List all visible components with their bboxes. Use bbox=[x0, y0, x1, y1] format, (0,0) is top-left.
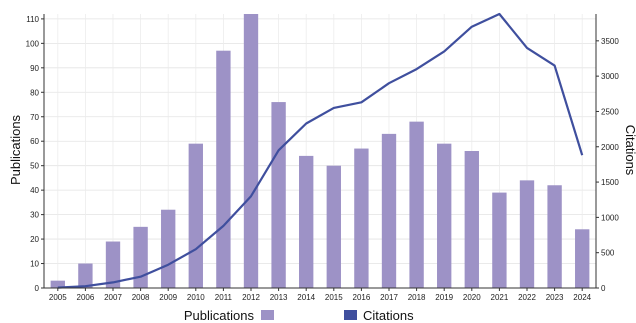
x-tick-label-2013: 2013 bbox=[270, 293, 288, 302]
legend-swatch-citations bbox=[344, 310, 357, 320]
bar-2021 bbox=[492, 192, 507, 288]
bar-2012 bbox=[243, 14, 259, 288]
bar-2015 bbox=[326, 165, 341, 288]
legend-label-citations: Citations bbox=[363, 308, 414, 323]
legend-swatch-publications bbox=[261, 310, 274, 320]
x-tick-label-2010: 2010 bbox=[187, 293, 205, 302]
y2-tick-label-3000: 3000 bbox=[601, 72, 619, 81]
bar-2014 bbox=[299, 155, 314, 288]
y-tick-label-50: 50 bbox=[30, 162, 39, 171]
y2-tick-label-1500: 1500 bbox=[601, 178, 619, 187]
y-tick-label-0: 0 bbox=[35, 284, 40, 293]
y-tick-label-90: 90 bbox=[30, 64, 39, 73]
y2-tick-label-2000: 2000 bbox=[601, 143, 619, 152]
y2-tick-label-1000: 1000 bbox=[601, 213, 619, 222]
bar-2007 bbox=[105, 241, 121, 288]
bar-2024 bbox=[575, 229, 590, 288]
y-axis-title: Publications bbox=[8, 114, 23, 185]
y2-tick-label-2500: 2500 bbox=[601, 107, 619, 116]
y-tick-label-100: 100 bbox=[26, 39, 40, 48]
x-tick-label-2009: 2009 bbox=[159, 293, 177, 302]
bar-2019 bbox=[437, 143, 452, 288]
gridlines bbox=[44, 14, 596, 289]
x-tick-label-2015: 2015 bbox=[325, 293, 343, 302]
x-tick-label-2024: 2024 bbox=[573, 293, 591, 302]
x-tick-label-2005: 2005 bbox=[49, 293, 67, 302]
x-tick-label-2014: 2014 bbox=[297, 293, 315, 302]
bar-2009 bbox=[161, 209, 176, 288]
bar-2017 bbox=[381, 133, 397, 288]
y2-tick-label-500: 500 bbox=[601, 249, 615, 258]
y-tick-label-70: 70 bbox=[30, 113, 39, 122]
bar-2018 bbox=[409, 121, 424, 289]
bar-2008 bbox=[133, 226, 148, 288]
bar-2016 bbox=[354, 148, 369, 288]
y-tick-label-60: 60 bbox=[30, 137, 39, 146]
bar-2013 bbox=[271, 102, 286, 288]
x-tick-label-2022: 2022 bbox=[518, 293, 536, 302]
x-tick-label-2011: 2011 bbox=[215, 293, 233, 302]
y-tick-label-20: 20 bbox=[30, 235, 39, 244]
y-tick-label-30: 30 bbox=[30, 211, 39, 220]
bar-2023 bbox=[547, 185, 562, 288]
legend-label-publications: Publications bbox=[184, 308, 255, 323]
publications-bars bbox=[50, 14, 590, 289]
citations-line-group bbox=[57, 12, 584, 289]
x-tick-labels: 2005 2006 2007 2008 2009 2010 2011 2012 2013 2014… bbox=[49, 293, 592, 302]
bar-2006 bbox=[78, 263, 93, 288]
x-tick-label-2016: 2016 bbox=[353, 293, 371, 302]
x-tick-label-2021: 2021 bbox=[491, 293, 509, 302]
y2-tick-label-3500: 3500 bbox=[601, 37, 619, 46]
y-tick-label-40: 40 bbox=[30, 186, 39, 195]
y2-axis-title: Citations bbox=[623, 125, 636, 176]
bar-2022 bbox=[519, 180, 535, 288]
axes bbox=[41, 14, 599, 291]
x-tick-label-2006: 2006 bbox=[77, 293, 95, 302]
x-tick-label-2008: 2008 bbox=[132, 293, 150, 302]
bar-2011 bbox=[216, 50, 231, 289]
bar-2010 bbox=[188, 143, 203, 288]
x-tick-label-2020: 2020 bbox=[463, 293, 481, 302]
x-tick-label-2018: 2018 bbox=[408, 293, 426, 302]
x-tick-label-2023: 2023 bbox=[546, 293, 564, 302]
x-tick-label-2019: 2019 bbox=[435, 293, 453, 302]
x-tick-label-2012: 2012 bbox=[242, 293, 260, 302]
y2-tick-label-0: 0 bbox=[601, 284, 606, 293]
bar-2020 bbox=[464, 151, 479, 288]
y-tick-label-80: 80 bbox=[30, 88, 39, 97]
y-left-tick-labels: 0 10 20 30 40 50 60 70 80 90 100 110 bbox=[26, 15, 40, 293]
x-tick-label-2017: 2017 bbox=[380, 293, 398, 302]
y-tick-label-110: 110 bbox=[26, 15, 39, 24]
y-tick-label-10: 10 bbox=[30, 260, 39, 269]
x-tick-label-2007: 2007 bbox=[104, 293, 122, 302]
citations-line bbox=[57, 12, 584, 289]
legend: Publications Citations bbox=[184, 308, 414, 323]
bar-2005 bbox=[50, 280, 65, 288]
y-right-tick-labels: 0 500 1000 1500 2000 2500 3000 3500 bbox=[601, 37, 619, 293]
